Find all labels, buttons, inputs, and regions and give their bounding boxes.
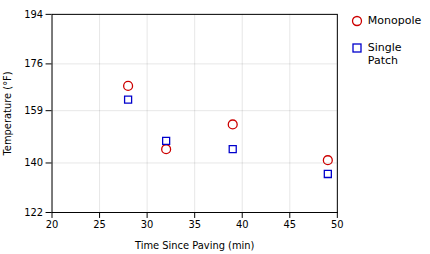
svg-text:194: 194 [24, 9, 43, 20]
svg-text:140: 140 [24, 157, 43, 168]
html-text:Monopole: Monopole [367, 14, 422, 27]
svg-text:40: 40 [236, 219, 249, 230]
svg-text:Temperature (°F): Temperature (°F) [2, 71, 13, 156]
svg-text:50: 50 [331, 219, 344, 230]
svg-text:122: 122 [24, 207, 43, 218]
svg-text:176: 176 [24, 58, 43, 69]
svg-text:35: 35 [188, 219, 201, 230]
html-text:Single Patch: Single Patch [367, 41, 402, 68]
svg-text:25: 25 [93, 219, 106, 230]
svg-text:45: 45 [283, 219, 296, 230]
svg-text:20: 20 [46, 219, 59, 230]
svg-text:159: 159 [24, 105, 43, 116]
svg-text:Time Since Paving (min): Time Since Paving (min) [134, 240, 255, 251]
svg-text:30: 30 [141, 219, 154, 230]
